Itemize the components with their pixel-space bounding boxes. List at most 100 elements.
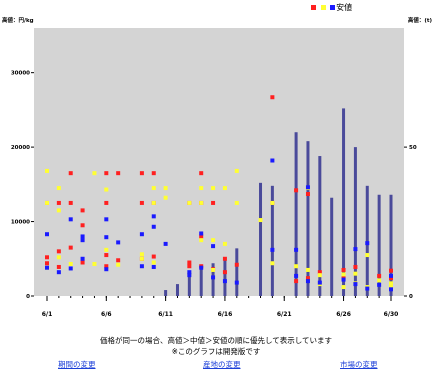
low-price-point bbox=[45, 232, 49, 237]
volume-bar bbox=[306, 141, 310, 296]
mid-price-point bbox=[45, 168, 49, 173]
high-price-point bbox=[377, 273, 382, 278]
mid-price-point bbox=[56, 208, 61, 213]
high-price-point bbox=[80, 223, 85, 228]
high-price-point bbox=[80, 208, 85, 213]
low-price-point bbox=[294, 273, 299, 278]
mid-price-point bbox=[151, 186, 156, 191]
volume-bar bbox=[223, 257, 227, 296]
volume-bar bbox=[270, 185, 274, 296]
high-price-point bbox=[389, 268, 393, 273]
y-tick-label-left: 30000 bbox=[11, 71, 30, 77]
mid-price-point bbox=[234, 168, 239, 173]
volume-bar bbox=[330, 197, 334, 296]
low-price-point bbox=[353, 282, 358, 287]
low-price-point bbox=[353, 247, 358, 252]
mid-price-point bbox=[151, 260, 156, 265]
x-tick-label: 6/30 bbox=[384, 311, 399, 318]
mid-price-point bbox=[163, 186, 168, 191]
mid-price-point bbox=[116, 262, 121, 267]
low-price-point bbox=[151, 214, 156, 219]
legend-label-low: 安値 bbox=[336, 3, 353, 12]
low-price-point bbox=[80, 234, 85, 239]
low-price-point bbox=[270, 158, 275, 163]
low-price-point bbox=[151, 264, 156, 269]
low-price-point bbox=[211, 244, 216, 249]
low-price-point bbox=[104, 217, 109, 222]
legend-swatch-low bbox=[330, 5, 336, 10]
high-price-point bbox=[116, 258, 121, 263]
low-price-point bbox=[139, 232, 144, 237]
volume-bar bbox=[342, 108, 346, 297]
low-price-point bbox=[222, 279, 227, 284]
mid-price-point bbox=[68, 261, 73, 266]
mid-price-point bbox=[222, 186, 227, 191]
x-tick-label: 6/16 bbox=[218, 311, 233, 318]
mid-price-point bbox=[211, 267, 216, 272]
mid-price-point bbox=[92, 261, 97, 266]
high-price-point bbox=[199, 234, 204, 239]
low-price-point bbox=[187, 273, 192, 278]
x-tick-label: 6/1 bbox=[42, 311, 53, 318]
high-price-point bbox=[187, 260, 192, 265]
mid-price-point bbox=[222, 241, 227, 246]
volume-bar bbox=[294, 132, 298, 296]
x-tick-label: 6/21 bbox=[277, 311, 292, 318]
low-price-point bbox=[56, 270, 61, 275]
y-axis-label-right: 高値：(t) bbox=[408, 16, 432, 24]
mid-price-point bbox=[56, 186, 61, 191]
change-market-link[interactable]: 市場の変更 bbox=[340, 360, 378, 369]
high-price-point bbox=[341, 267, 346, 272]
volume-bar bbox=[187, 275, 191, 296]
volume-bar bbox=[365, 185, 369, 296]
y-tick-label-left: 0 bbox=[26, 294, 30, 300]
low-price-point bbox=[151, 224, 156, 229]
mid-price-point bbox=[389, 281, 393, 286]
low-price-point bbox=[45, 265, 49, 270]
mid-price-point bbox=[305, 267, 310, 272]
mid-price-point bbox=[104, 187, 109, 192]
mid-price-point bbox=[258, 218, 263, 223]
high-price-point bbox=[211, 200, 216, 205]
change-period-link[interactable]: 期間の変更 bbox=[58, 360, 96, 369]
mid-price-point bbox=[199, 186, 204, 191]
volume-bar bbox=[235, 248, 239, 296]
mid-price-point bbox=[199, 238, 204, 243]
low-price-point bbox=[341, 277, 346, 282]
mid-price-point bbox=[211, 238, 216, 243]
low-price-point bbox=[211, 275, 216, 280]
high-price-point bbox=[222, 270, 227, 275]
y-tick-label-right: 50 bbox=[409, 145, 417, 151]
change-origin-link[interactable]: 産地の変更 bbox=[203, 360, 241, 369]
high-price-point bbox=[68, 245, 73, 250]
high-price-point bbox=[56, 264, 61, 269]
legend-line2: 安値 bbox=[310, 2, 352, 13]
low-price-point bbox=[317, 280, 322, 285]
high-price-point bbox=[56, 200, 61, 205]
mid-price-point bbox=[187, 200, 192, 205]
low-price-point bbox=[377, 282, 382, 287]
volume-bar bbox=[199, 269, 203, 296]
high-price-point bbox=[199, 171, 204, 176]
high-price-point bbox=[116, 171, 121, 176]
mid-price-point bbox=[270, 200, 275, 205]
high-price-point bbox=[139, 200, 144, 205]
low-price-point bbox=[80, 256, 85, 261]
volume-bar bbox=[175, 284, 179, 296]
high-price-point bbox=[187, 264, 192, 269]
mid-price-point bbox=[104, 247, 109, 252]
high-price-point bbox=[45, 255, 49, 260]
low-price-point bbox=[270, 247, 275, 252]
low-price-point bbox=[80, 238, 85, 243]
low-price-point bbox=[305, 279, 310, 284]
high-price-point bbox=[104, 264, 109, 269]
low-price-point bbox=[294, 247, 299, 252]
low-price-point bbox=[365, 241, 370, 246]
mid-price-point bbox=[151, 200, 156, 205]
y-tick-label-left: 10000 bbox=[11, 220, 30, 226]
mid-price-point bbox=[199, 200, 204, 205]
volume-bar bbox=[318, 156, 322, 296]
low-price-point bbox=[139, 264, 144, 269]
volume-bar bbox=[164, 290, 168, 296]
